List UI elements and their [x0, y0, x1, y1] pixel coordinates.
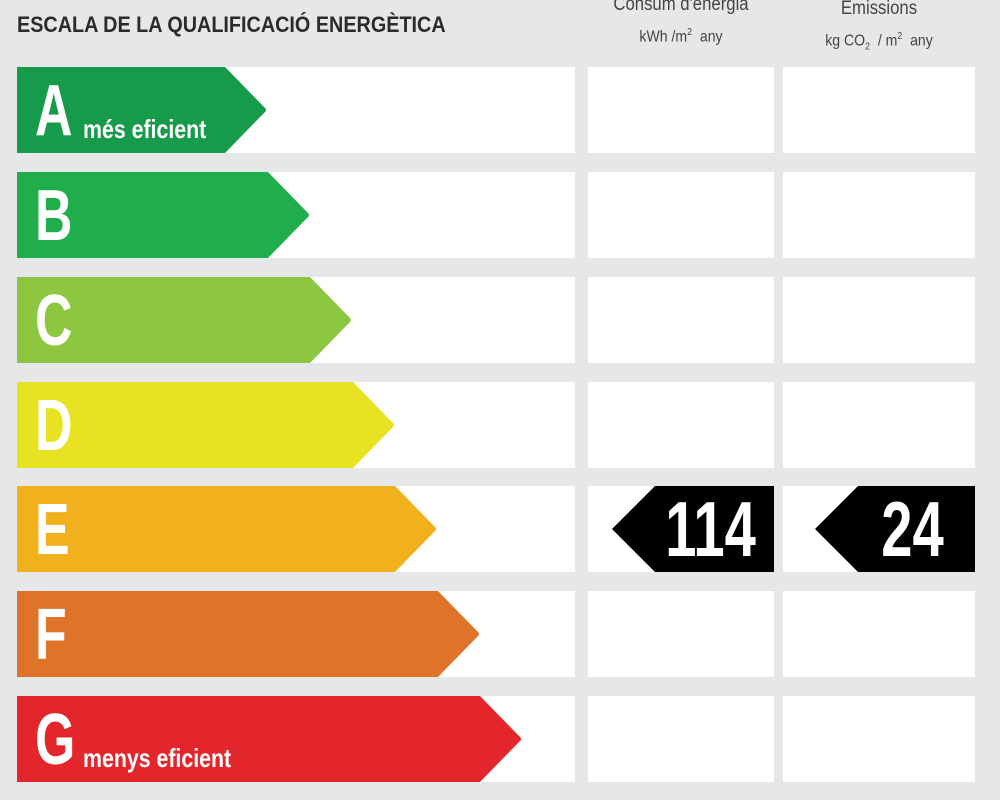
- emissions-badge: 24: [815, 486, 975, 572]
- consumption-badge-value: 114: [665, 485, 756, 573]
- rating-arrow-shape-f: [17, 591, 479, 677]
- rating-arrow-shape-d: [17, 382, 394, 468]
- rating-letter-f: F: [35, 595, 67, 675]
- consumption-title: Consum d'energia: [613, 0, 749, 15]
- emissions-title: Emissions: [840, 0, 918, 19]
- emissions-column-header: Emissions kg CO2 / m2 any: [795, 0, 964, 59]
- emissions-badge-shape: [815, 486, 975, 572]
- emissions-cell-f: [783, 591, 975, 677]
- rating-letter-c: C: [35, 281, 73, 361]
- rating-arrow-e: E: [17, 486, 438, 572]
- emissions-cell-a: [783, 67, 975, 153]
- consumption-cell-g: [588, 696, 774, 782]
- emissions-cell-b: [783, 172, 975, 258]
- consumption-badge: 114: [612, 486, 774, 572]
- rating-letter-b: B: [35, 176, 73, 256]
- consumption-cell-c: [588, 277, 774, 363]
- rating-arrow-shape-a: [17, 67, 266, 153]
- emissions-cell-d: [783, 382, 975, 468]
- page-title: ESCALA DE LA QUALIFICACIÓ ENERGÈTICA: [17, 12, 446, 37]
- consumption-cell-d: [588, 382, 774, 468]
- rating-letter-g: G: [35, 700, 76, 780]
- emissions-cell-c: [783, 277, 975, 363]
- consumption-unit: kWh /m2 any: [639, 27, 723, 46]
- rating-arrow-shape-b: [17, 172, 309, 258]
- emissions-badge-value: 24: [881, 485, 944, 573]
- rating-arrow-f: F: [17, 591, 481, 677]
- rating-arrow-c: C: [17, 277, 353, 363]
- emissions-cell-g: [783, 696, 975, 782]
- consumption-column-header: Consum d'energia kWh /m2 any: [599, 0, 763, 48]
- rating-arrow-b: B: [17, 172, 311, 258]
- consumption-cell-f: [588, 591, 774, 677]
- rating-letter-e: E: [35, 490, 70, 570]
- rating-label-g: menys eficient: [83, 743, 232, 773]
- rating-letter-a: A: [35, 71, 73, 151]
- emissions-unit: kg CO2 / m2 any: [825, 31, 933, 53]
- rating-arrow-d: D: [17, 382, 396, 468]
- rating-letter-d: D: [35, 386, 73, 466]
- rating-arrow-shape-e: [17, 486, 436, 572]
- consumption-badge-shape: [612, 486, 774, 572]
- consumption-cell-b: [588, 172, 774, 258]
- consumption-cell-a: [588, 67, 774, 153]
- rating-label-a: més eficient: [83, 114, 207, 144]
- rating-arrow-shape-g: [17, 696, 521, 782]
- rating-arrow-shape-c: [17, 277, 351, 363]
